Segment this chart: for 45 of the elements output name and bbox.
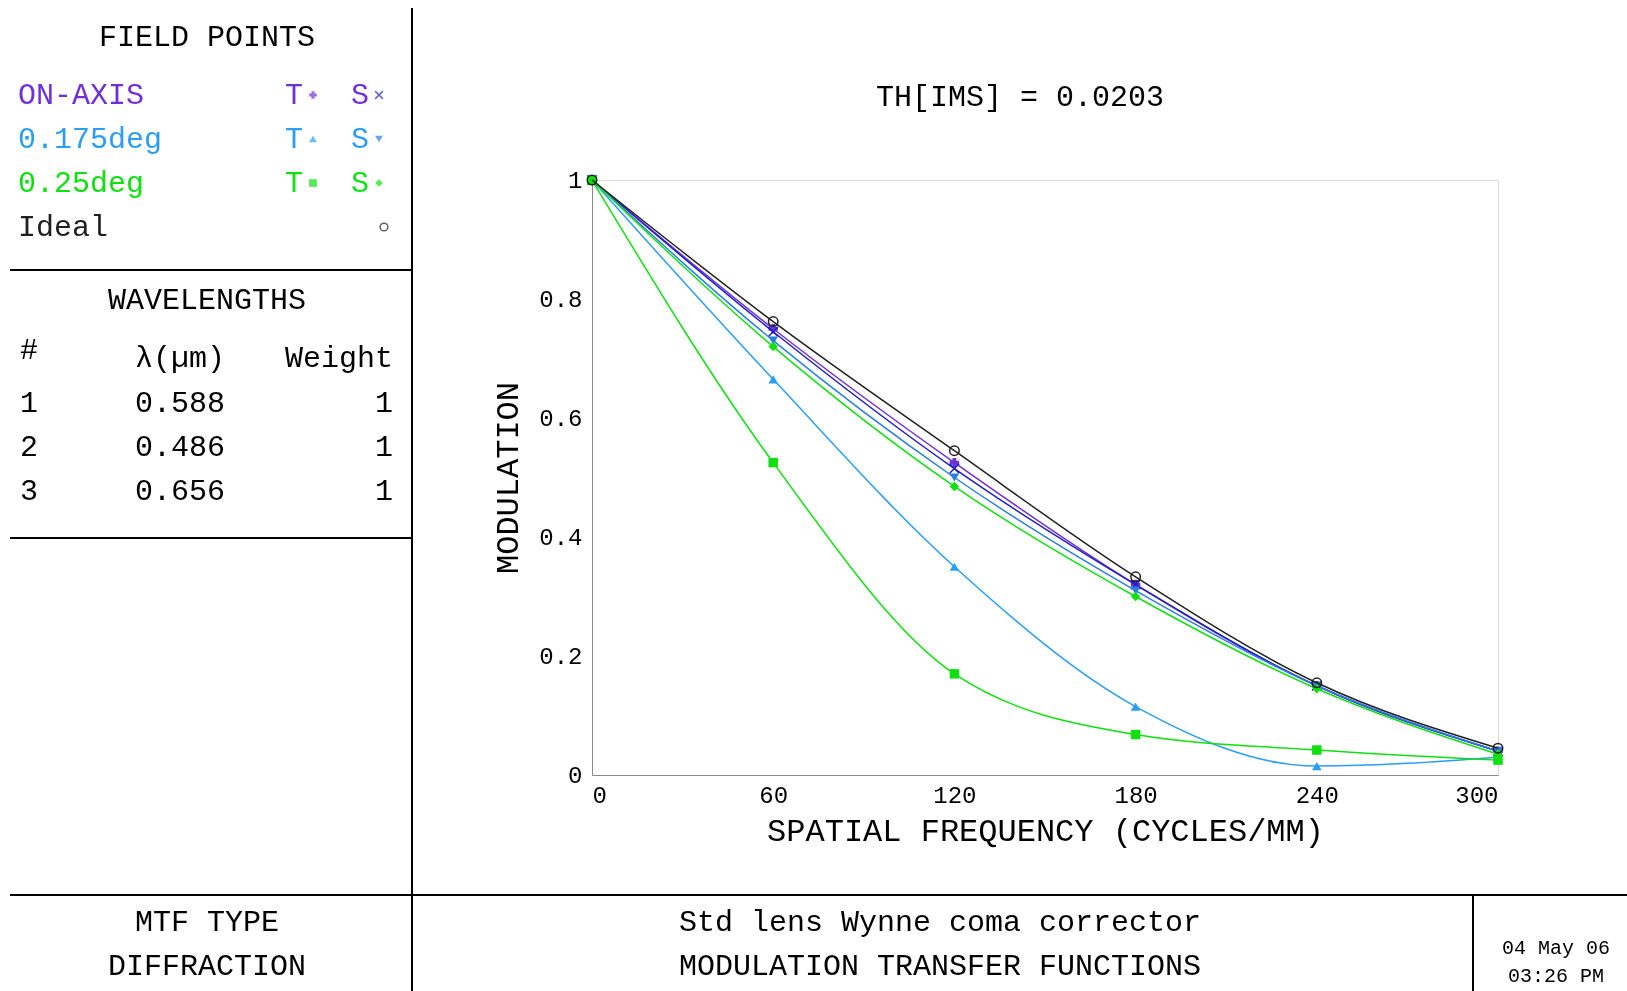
legend-title: FIELD POINTS bbox=[98, 21, 316, 55]
text: 0.588 bbox=[134, 387, 226, 421]
text: T bbox=[285, 123, 304, 157]
text: T bbox=[285, 167, 304, 201]
x-axis-title: SPATIAL FREQUENCY (CYCLES/MM) bbox=[767, 813, 1324, 851]
text: MODULATION TRANSFER FUNCTIONS bbox=[678, 950, 1202, 984]
text: 0.175deg bbox=[18, 123, 163, 157]
text: 0.656 bbox=[134, 475, 226, 509]
text: DIFFRACTION bbox=[107, 950, 307, 984]
y-tick-label: 0.2 bbox=[539, 643, 583, 671]
text: # bbox=[20, 334, 39, 368]
text: Weight bbox=[284, 342, 393, 376]
text: λ(µm) bbox=[134, 342, 226, 376]
y-axis-title: MODULATION bbox=[491, 381, 529, 575]
x-tick-label: 180 bbox=[1114, 782, 1158, 810]
text: 1 bbox=[374, 387, 393, 421]
text: 1 bbox=[374, 475, 393, 509]
x-tick-label: 240 bbox=[1295, 782, 1339, 810]
text: 1 bbox=[20, 387, 39, 421]
text: ON-AXIS bbox=[18, 79, 145, 113]
text: S bbox=[351, 79, 370, 113]
text: TH[IMS] = 0.0203 bbox=[875, 81, 1165, 115]
y-tick-label: 0.4 bbox=[539, 524, 583, 552]
text: S bbox=[351, 123, 370, 157]
x-tick-label: 0 bbox=[592, 782, 607, 810]
text: 1 bbox=[374, 431, 393, 465]
text: 2 bbox=[20, 431, 39, 465]
y-tick-label: 1 bbox=[568, 167, 583, 195]
text: WAVELENGTHS bbox=[107, 284, 307, 318]
x-tick-label: 300 bbox=[1455, 782, 1499, 810]
y-tick-label: 0.6 bbox=[539, 405, 583, 433]
text: Std lens Wynne coma corrector bbox=[678, 906, 1202, 940]
x-tick-label: 60 bbox=[759, 782, 789, 810]
text: MTF TYPE bbox=[134, 906, 280, 940]
text: 0.486 bbox=[134, 431, 226, 465]
text: 04 May 06 bbox=[1501, 937, 1611, 960]
text: S bbox=[351, 167, 370, 201]
x-tick-label: 120 bbox=[933, 782, 977, 810]
y-tick-label: 0.8 bbox=[539, 286, 583, 314]
text: 0.25deg bbox=[18, 167, 145, 201]
y-tick-label: 0 bbox=[568, 762, 583, 790]
text: 03:26 PM bbox=[1507, 965, 1605, 988]
text: 3 bbox=[20, 475, 39, 509]
text: Ideal bbox=[18, 211, 109, 245]
text: T bbox=[285, 79, 304, 113]
